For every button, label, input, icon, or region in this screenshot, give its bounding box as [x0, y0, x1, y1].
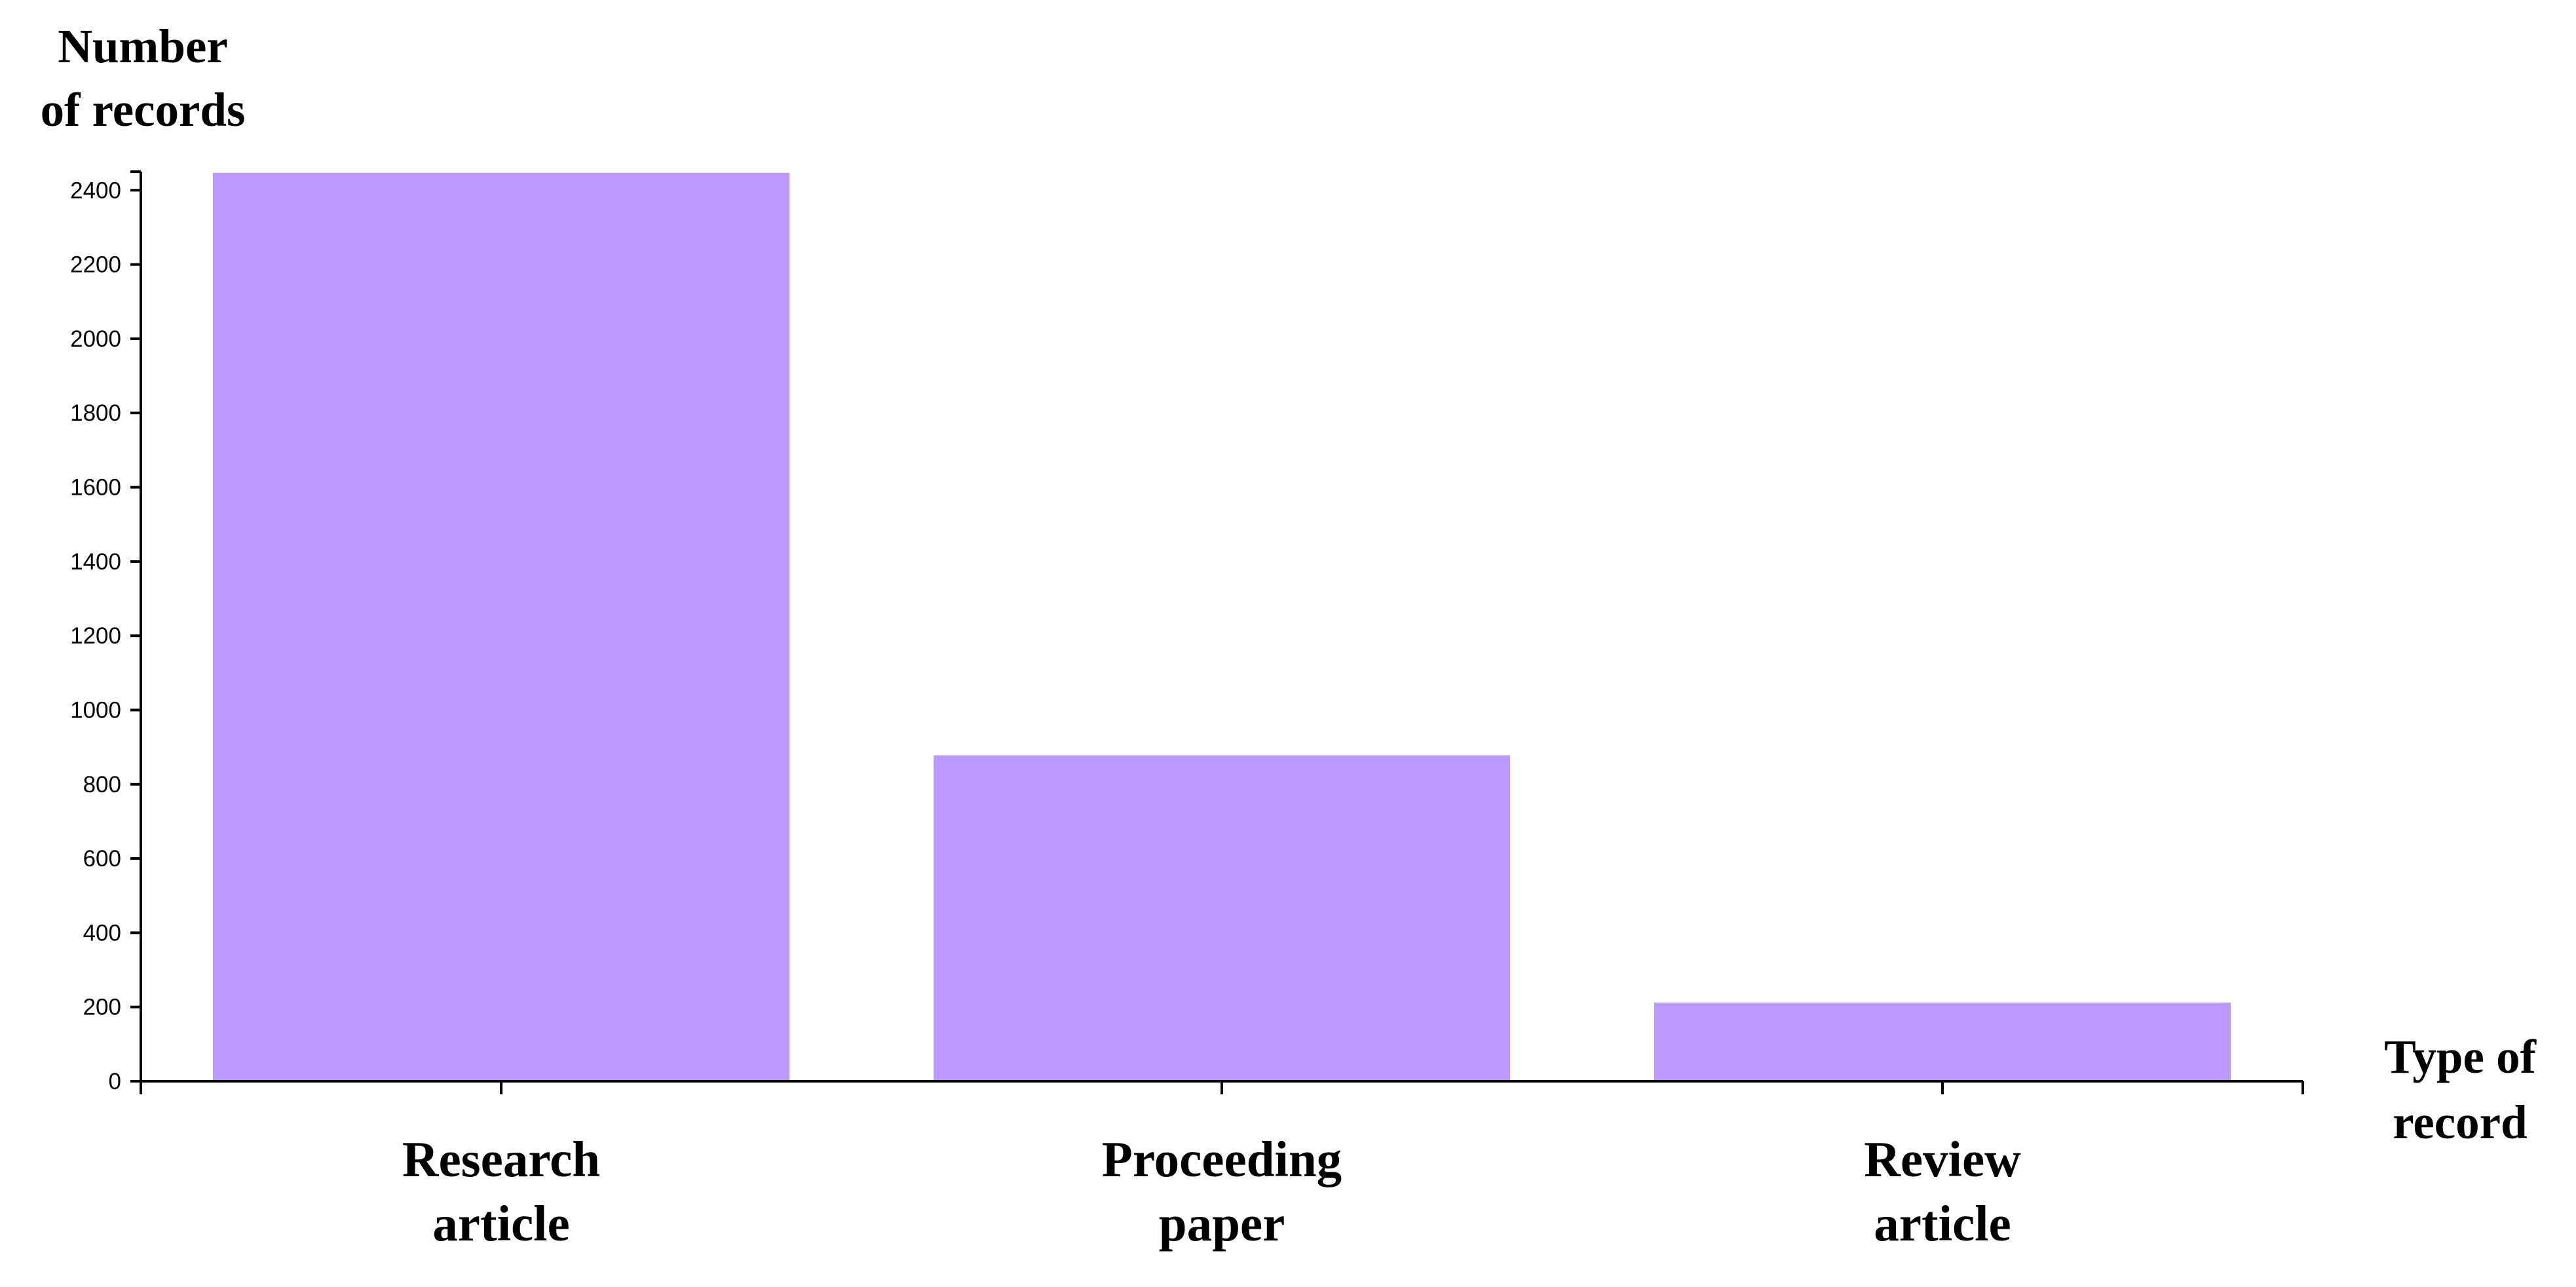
y-axis-label-line-2: of records — [41, 83, 246, 136]
y-tick-label-1600: 1600 — [70, 475, 121, 501]
x-tick-label-1-line-1: Proceeding — [1102, 1131, 1342, 1187]
x-tick-label-0-line-1: Research — [402, 1131, 600, 1187]
y-tick-label-800: 800 — [83, 772, 121, 797]
y-axis-label: Number of records — [41, 20, 246, 136]
y-tick-label-2200: 2200 — [70, 252, 121, 278]
axes: 0 200 400 600 800 1000 1200 1400 1600 1800 2000 220… — [70, 170, 2304, 1094]
y-tick-label-1800: 1800 — [70, 400, 121, 426]
x-tick-label-2-line-2: article — [1874, 1195, 2011, 1252]
y-tick-label-1000: 1000 — [70, 698, 121, 723]
x-axis-label-line-1: Type of — [2384, 1030, 2537, 1083]
x-axis-label: Type of record — [2384, 1030, 2537, 1149]
y-tick-label-600: 600 — [83, 846, 121, 872]
y-tick-label-0: 0 — [109, 1069, 121, 1094]
x-tick-labels: Research article Proceeding paper Review arti… — [402, 1131, 2021, 1252]
bars — [213, 172, 2231, 1082]
y-tick-label-2000: 2000 — [70, 326, 121, 352]
x-axis-label-line-2: record — [2393, 1096, 2527, 1149]
y-tick-label-1400: 1400 — [70, 549, 121, 575]
y-tick-label-2400: 2400 — [70, 178, 121, 203]
y-tick-label-1200: 1200 — [70, 623, 121, 649]
x-tick-label-2-line-1: Review — [1864, 1131, 2021, 1187]
bar-0 — [213, 172, 789, 1082]
x-tick-label-0-line-2: article — [432, 1195, 569, 1252]
y-axis-label-line-1: Number — [58, 20, 228, 73]
bar-1 — [934, 755, 1510, 1081]
bar-2 — [1654, 1002, 2231, 1081]
y-tick-label-200: 200 — [83, 995, 121, 1020]
x-tick-label-1-line-2: paper — [1159, 1195, 1285, 1252]
y-tick-label-400: 400 — [83, 920, 121, 946]
